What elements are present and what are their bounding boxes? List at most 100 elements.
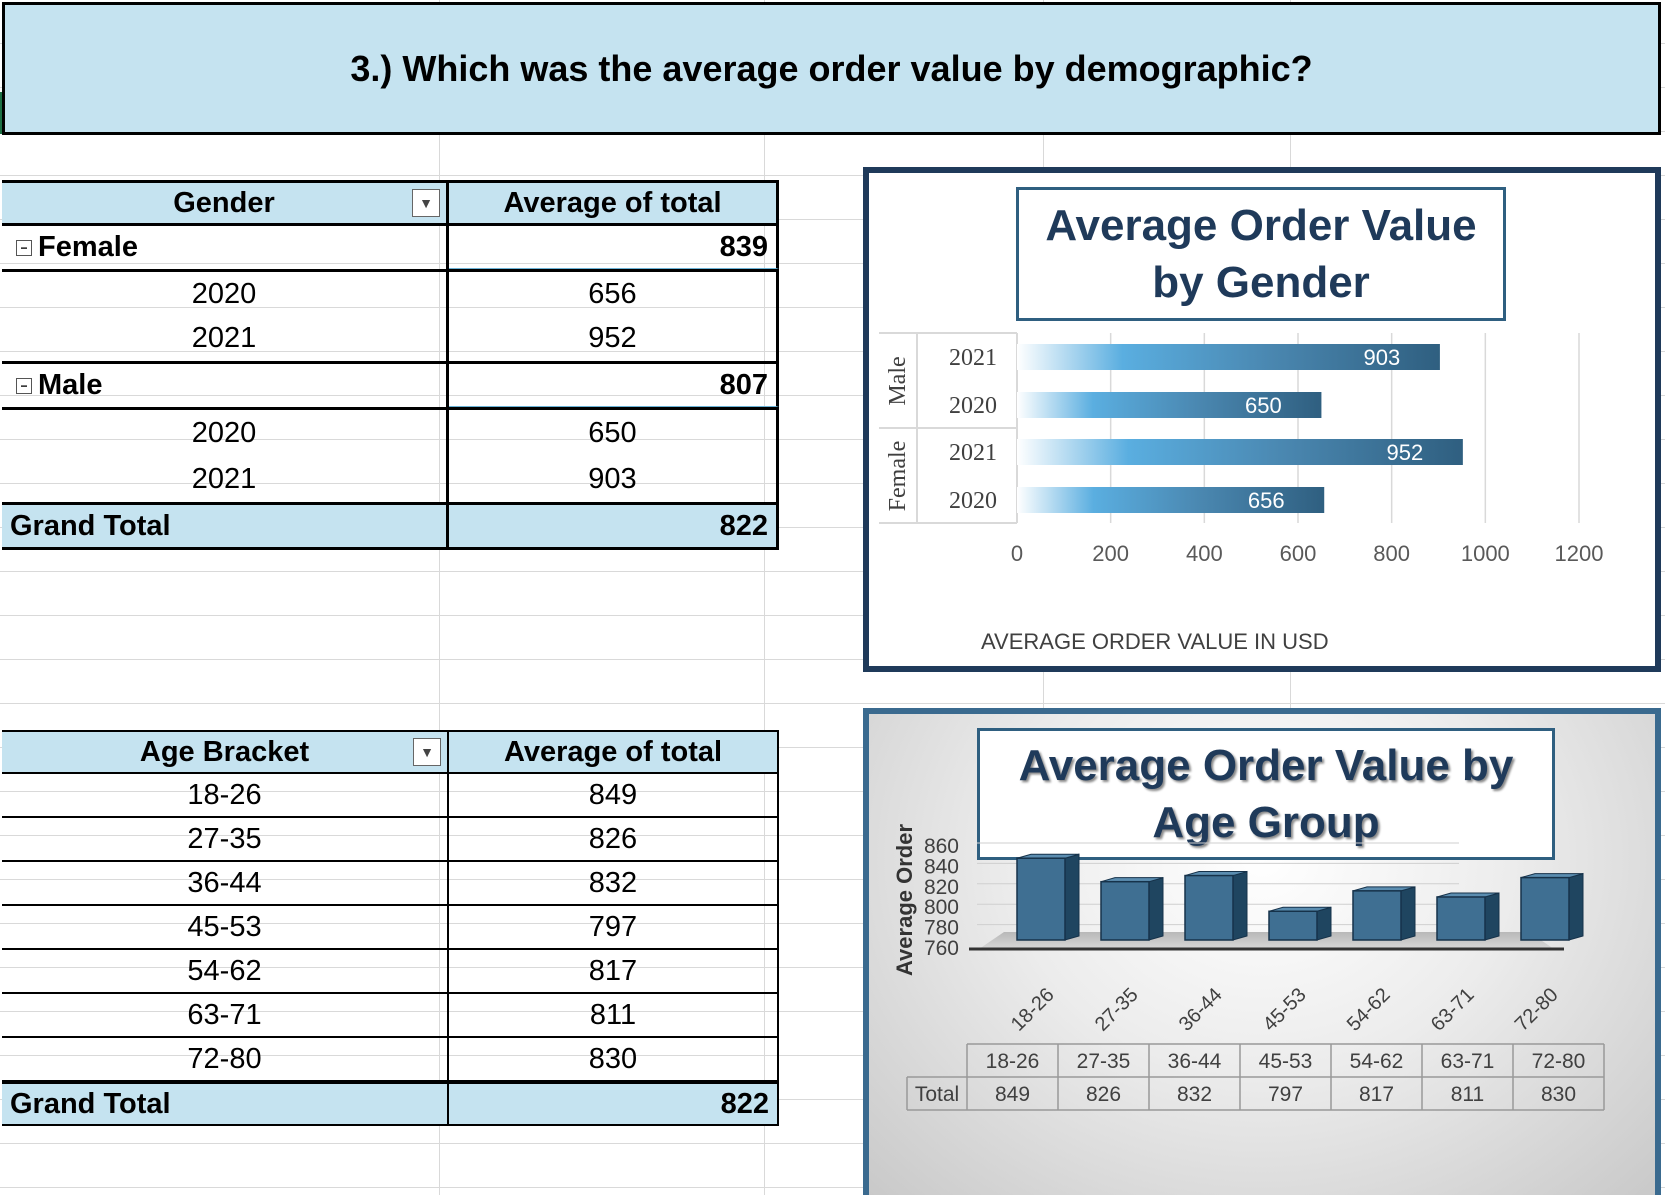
age-value-cell[interactable]: 826 xyxy=(449,818,779,860)
table-row[interactable]: 18-26 849 xyxy=(2,774,779,818)
table-header-cell: 36-44 xyxy=(1168,1050,1222,1073)
gender-filter-button[interactable]: ▼ xyxy=(412,189,440,217)
age-value-cell[interactable]: 849 xyxy=(449,774,779,816)
grand-total-value-cell[interactable]: 822 xyxy=(449,1084,779,1124)
bar xyxy=(1017,439,1463,465)
x-tick-label: 45-53 xyxy=(1259,984,1311,1036)
group-row-male[interactable]: − Male 807 xyxy=(2,364,779,410)
bar-side xyxy=(1148,877,1164,941)
age-chart[interactable]: Average Order Value by Age Group 860 840 8… xyxy=(863,708,1661,1195)
group-label: Female xyxy=(38,231,138,263)
y-tick-label: 760 xyxy=(924,937,959,960)
year-value[interactable]: 952 xyxy=(588,322,637,355)
y-tick-label: 840 xyxy=(924,855,959,878)
age-value-cell[interactable]: 817 xyxy=(449,950,779,992)
group-total-cell[interactable]: 839 xyxy=(449,226,779,269)
age-bracket-cell[interactable]: 63-71 xyxy=(2,994,449,1036)
group-total-cell[interactable]: 807 xyxy=(449,364,779,407)
gender-header-cell[interactable]: Gender ▼ xyxy=(2,183,449,223)
avg-total-header-cell[interactable]: Average of total xyxy=(449,183,779,223)
bar xyxy=(1520,876,1570,941)
x-tick-label: 1000 xyxy=(1461,541,1510,566)
x-tick-label: 36-44 xyxy=(1175,984,1227,1036)
gender-chart[interactable]: Average Order Value by Gender 0 200 400 600… xyxy=(863,167,1661,672)
year-value[interactable]: 656 xyxy=(588,277,637,310)
table-header-cell: 18-26 xyxy=(986,1050,1040,1073)
group-label-cell[interactable]: − Female xyxy=(2,226,449,269)
bar xyxy=(1184,874,1234,941)
x-tick-label: 1200 xyxy=(1555,541,1604,566)
group-row-female[interactable]: − Female 839 xyxy=(2,226,779,272)
grand-total-label: Grand Total xyxy=(10,509,171,542)
category-label: 2020 xyxy=(949,488,997,514)
grand-total-value: 822 xyxy=(720,1087,769,1120)
pivot-header-row: Age Bracket ▼ Average of total xyxy=(2,730,779,774)
table-row[interactable]: 54-62 817 xyxy=(2,950,779,994)
age-value-cell[interactable]: 830 xyxy=(449,1038,779,1080)
category-label: 2020 xyxy=(949,393,997,419)
age-filter-button[interactable]: ▼ xyxy=(413,738,441,766)
year-value[interactable]: 903 xyxy=(588,462,637,495)
bar xyxy=(1436,896,1486,941)
year-label[interactable]: 2021 xyxy=(191,322,257,355)
gender-header-label: Gender xyxy=(173,186,275,219)
year-value[interactable]: 650 xyxy=(588,416,637,449)
x-tick-label: 72-80 xyxy=(1511,984,1563,1036)
bar xyxy=(1017,487,1325,513)
table-row[interactable]: 27-35 826 xyxy=(2,818,779,862)
age-bracket-label: 45-53 xyxy=(187,910,262,943)
age-value-cell[interactable]: 797 xyxy=(449,906,779,948)
age-bracket-cell[interactable]: 36-44 xyxy=(2,862,449,904)
group-label-cell[interactable]: − Male xyxy=(2,364,449,407)
age-pivot-table[interactable]: Age Bracket ▼ Average of total Grand Tot… xyxy=(2,730,779,1128)
group-total-value: 807 xyxy=(719,368,768,401)
grand-total-label: Grand Total xyxy=(10,1087,171,1120)
collapse-icon[interactable]: − xyxy=(16,239,32,256)
table-row-label: Total xyxy=(915,1083,959,1106)
x-tick-label: 54-62 xyxy=(1343,984,1395,1036)
grand-total-row[interactable]: Grand Total 822 xyxy=(2,1082,779,1126)
chart-title[interactable]: Average Order Value by Age Group xyxy=(977,728,1555,860)
avg-total-header-cell[interactable]: Average of total xyxy=(449,732,779,772)
age-value-cell[interactable]: 811 xyxy=(449,994,779,1036)
year-value-cells: 656 952 xyxy=(449,272,779,361)
bar-side xyxy=(1568,872,1584,941)
age-bracket-cell[interactable]: 72-80 xyxy=(2,1038,449,1080)
question-banner[interactable]: 3.) Which was the average order value by… xyxy=(2,2,1661,135)
gender-pivot-table[interactable]: Gender ▼ Average of total − Female 839 2… xyxy=(2,180,779,553)
table-row[interactable]: 63-71 811 xyxy=(2,994,779,1038)
age-bracket-cell[interactable]: 18-26 xyxy=(2,774,449,816)
group-label: Male xyxy=(38,369,103,401)
table-row[interactable]: 36-44 832 xyxy=(2,862,779,906)
dropdown-arrow-icon: ▼ xyxy=(419,195,433,211)
table-header-cell: 27-35 xyxy=(1077,1050,1131,1073)
grand-total-value-cell[interactable]: 822 xyxy=(449,505,779,547)
data-label: 656 xyxy=(1248,488,1285,513)
bar xyxy=(1017,344,1440,370)
dropdown-arrow-icon: ▼ xyxy=(420,744,434,760)
year-value-cells: 650 903 xyxy=(449,410,779,502)
collapse-icon[interactable]: − xyxy=(16,377,32,394)
age-bracket-header-cell[interactable]: Age Bracket ▼ xyxy=(2,732,449,772)
age-bracket-cell[interactable]: 27-35 xyxy=(2,818,449,860)
table-row[interactable]: 72-80 830 xyxy=(2,1038,779,1082)
x-tick-label: 400 xyxy=(1186,541,1223,566)
age-bracket-cell[interactable]: 45-53 xyxy=(2,906,449,948)
age-bracket-cell[interactable]: 54-62 xyxy=(2,950,449,992)
year-label[interactable]: 2020 xyxy=(191,416,257,449)
group-label: Male xyxy=(885,356,911,405)
year-label[interactable]: 2021 xyxy=(191,462,257,495)
table-header-cell: 72-80 xyxy=(1532,1050,1586,1073)
age-bracket-label: 27-35 xyxy=(187,822,262,855)
year-label[interactable]: 2020 xyxy=(191,277,257,310)
table-value-cell: 811 xyxy=(1451,1083,1484,1106)
table-row[interactable]: 45-53 797 xyxy=(2,906,779,950)
chart-title[interactable]: Average Order Value by Gender xyxy=(1016,187,1506,321)
grand-total-row[interactable]: Grand Total 822 xyxy=(2,502,779,550)
table-value-cell: 817 xyxy=(1359,1083,1394,1106)
bar-side xyxy=(1400,886,1416,941)
x-tick-label: 0 xyxy=(1011,541,1023,566)
category-label: 2021 xyxy=(949,440,997,466)
age-value-cell[interactable]: 832 xyxy=(449,862,779,904)
